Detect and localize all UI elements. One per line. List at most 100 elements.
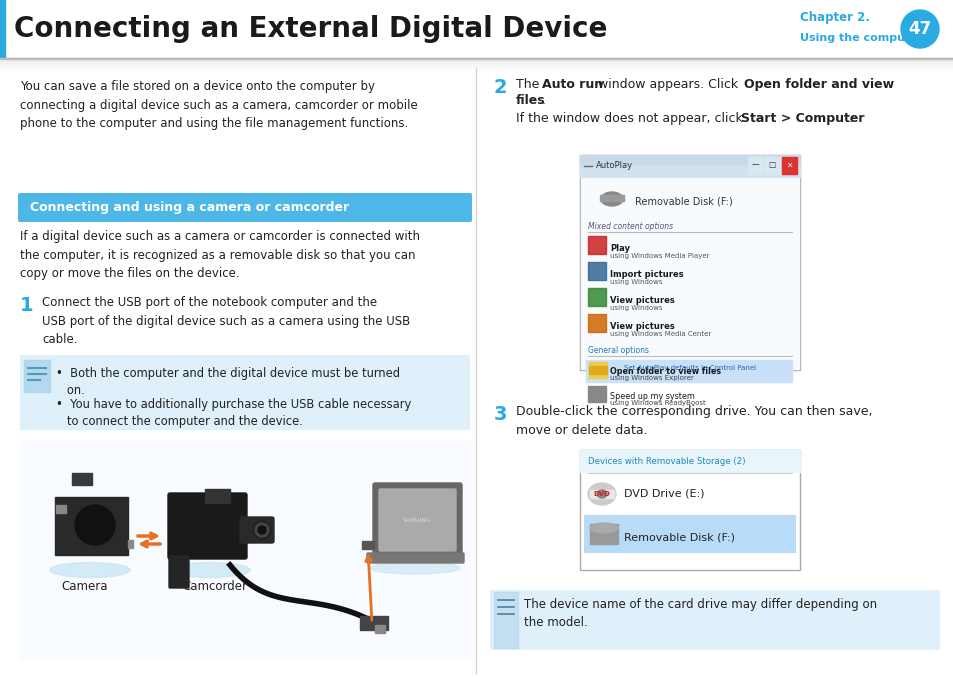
Bar [579,450,800,570]
Text: The: The [516,78,543,91]
Bar [781,157,796,174]
Text: •  You have to additionally purchase the USB cable necessary
   to connect the c: • You have to additionally purchase the … [56,398,411,429]
Text: •  Both the computer and the digital device must be turned
   on.: • Both the computer and the digital devi… [56,367,399,397]
Circle shape [257,526,266,534]
Text: 3: 3 [494,405,507,424]
Text: .: . [848,112,852,125]
Text: Connect the USB port of the notebook computer and the
USB port of the digital de: Connect the USB port of the notebook com… [42,296,410,346]
Bar [747,157,762,174]
Text: Speed up my system: Speed up my system [609,392,694,401]
Circle shape [75,505,115,545]
Bar [587,236,605,254]
Circle shape [79,509,111,541]
Text: AutoPlay: AutoPlay [596,162,633,171]
Text: Removable Disk (F:): Removable Disk (F:) [623,532,734,542]
FancyBboxPatch shape [378,489,456,551]
Bar [580,178,799,369]
Text: Start > Computer: Start > Computer [740,112,863,125]
Text: DVD: DVD [593,491,609,497]
Text: —: — [750,160,758,169]
Bar [0,65,953,67]
Bar [579,166,800,177]
Text: using Windows Explorer: using Windows Explorer [609,375,693,381]
Polygon shape [55,497,128,555]
Circle shape [91,522,98,528]
Text: Import pictures: Import pictures [609,270,683,279]
Text: files: files [516,94,545,107]
Bar [587,386,605,402]
Text: General options: General options [587,346,648,355]
Bar [490,590,939,650]
Text: The device name of the card drive may differ depending on
the model.: The device name of the card drive may di… [523,598,876,630]
Bar [764,157,780,174]
Text: Mixed content options: Mixed content options [587,222,673,231]
Text: If a digital device such as a camera or camcorder is connected with
the computer: If a digital device such as a camera or … [20,230,419,280]
Bar [24,360,50,392]
Bar [579,450,800,570]
Circle shape [254,523,269,537]
Text: ✕: ✕ [785,160,791,169]
FancyBboxPatch shape [18,193,472,222]
Ellipse shape [50,563,130,577]
Bar [0,67,953,69]
Bar [128,540,132,548]
Text: □: □ [767,160,775,169]
Bar [587,262,605,280]
Ellipse shape [170,563,250,577]
Bar [0,57,953,59]
Bar [0,58,953,59]
Text: Open folder and view: Open folder and view [743,78,893,91]
Ellipse shape [600,192,622,206]
Text: DVD Drive (E:): DVD Drive (E:) [623,488,703,498]
Text: Connecting and using a camera or camcorder: Connecting and using a camera or camcord… [30,201,349,214]
Ellipse shape [587,483,616,505]
Bar [494,592,517,648]
Bar [0,0,953,58]
Text: using Windows ReadyBoost: using Windows ReadyBoost [609,400,705,406]
Bar [359,616,388,630]
Text: Removable Disk (F:): Removable Disk (F:) [635,197,732,207]
Circle shape [900,10,938,48]
Text: 1: 1 [20,296,33,315]
Bar [579,155,800,370]
Text: using Windows Media Player: using Windows Media Player [609,253,709,259]
Text: 47: 47 [907,20,931,38]
Text: using Windows Media Center: using Windows Media Center [609,331,711,337]
Text: Camcorder: Camcorder [182,580,247,593]
Text: Camera: Camera [62,580,108,593]
Bar [0,59,953,61]
Text: Using the computer: Using the computer [800,33,923,43]
Ellipse shape [589,523,618,533]
Text: Chapter 2.: Chapter 2. [800,12,869,24]
Text: ✕: ✕ [785,160,791,169]
FancyBboxPatch shape [589,490,614,498]
FancyBboxPatch shape [169,556,189,588]
Bar [579,155,800,177]
Bar [587,288,605,306]
Text: using Windows: using Windows [609,305,661,311]
Text: View pictures: View pictures [609,296,674,305]
Ellipse shape [370,562,459,574]
Circle shape [253,521,271,539]
Text: 2: 2 [494,78,507,97]
FancyBboxPatch shape [20,355,470,430]
Bar [56,505,66,513]
Bar [587,314,605,332]
Bar [361,541,374,549]
Text: You can save a file stored on a device onto the computer by
connecting a digital: You can save a file stored on a device o… [20,80,417,130]
FancyBboxPatch shape [240,517,274,543]
Bar [205,489,230,503]
Bar [588,362,606,378]
Text: Connecting an External Digital Device: Connecting an External Digital Device [14,15,607,43]
Circle shape [88,518,102,532]
Bar [375,625,385,633]
Bar [589,524,618,544]
Text: SAMSUNG: SAMSUNG [402,517,431,523]
Text: .: . [541,94,545,107]
Bar [599,195,623,201]
Bar [781,157,796,174]
Bar [71,473,91,485]
Bar [0,63,953,65]
Bar [0,0,5,58]
FancyBboxPatch shape [585,360,791,382]
